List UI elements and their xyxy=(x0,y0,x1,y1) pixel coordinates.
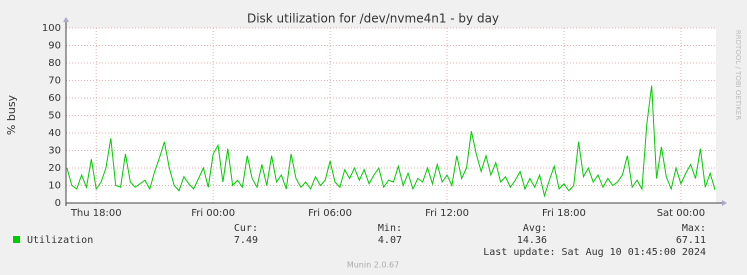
y-axis-label: % busy xyxy=(5,94,18,135)
y-tick-label: 10 xyxy=(48,181,61,192)
footer: Munin 2.0.67 xyxy=(347,261,399,270)
stat-header: Max: xyxy=(682,223,706,234)
stat-header: Min: xyxy=(378,223,402,234)
stat-header: Avg: xyxy=(523,223,547,234)
x-tick-label: Fri 18:00 xyxy=(542,208,586,219)
x-tick-label: Thu 18:00 xyxy=(70,208,122,219)
y-tick-label: 50 xyxy=(48,111,61,122)
last-update: Last update: Sat Aug 10 01:45:00 2024 xyxy=(483,247,706,258)
legend: Utilization Cur:7.49 Min:4.07 Avg:14.36 Max:… xyxy=(13,223,706,246)
y-tick-label: 40 xyxy=(48,128,61,139)
stat-header: Cur: xyxy=(234,223,258,234)
y-tick-label: 60 xyxy=(48,93,61,104)
marks xyxy=(66,85,716,198)
y-arrow xyxy=(63,17,69,22)
y-tick-label: 30 xyxy=(48,146,61,157)
grid xyxy=(66,27,716,204)
y-tick-label: 90 xyxy=(48,41,61,52)
y-tick-label: 70 xyxy=(48,76,61,87)
watermark: RRDTOOL / TOBI OETIKER xyxy=(734,30,742,120)
stat-value: 14.36 xyxy=(517,235,547,246)
y-tick-label: 0 xyxy=(55,198,61,209)
x-tick-label: Fri 06:00 xyxy=(308,208,352,219)
legend-swatch xyxy=(13,236,20,243)
chart-title: Disk utilization for /dev/nvme4n1 - by d… xyxy=(247,12,499,26)
x-tick-label: Fri 12:00 xyxy=(425,208,469,219)
y-tick-label: 100 xyxy=(42,23,61,34)
stat-value: 7.49 xyxy=(234,235,258,246)
x-arrow xyxy=(722,200,727,206)
line xyxy=(66,85,716,198)
x-tick-label: Sat 00:00 xyxy=(657,208,705,219)
y-tick-label: 80 xyxy=(48,58,61,69)
legend-label: Utilization xyxy=(27,235,93,246)
stat-value: 67.11 xyxy=(676,235,706,246)
stat-value: 4.07 xyxy=(378,235,402,246)
x-tick-label: Fri 00:00 xyxy=(191,208,235,219)
y-tick-label: 20 xyxy=(48,163,61,174)
